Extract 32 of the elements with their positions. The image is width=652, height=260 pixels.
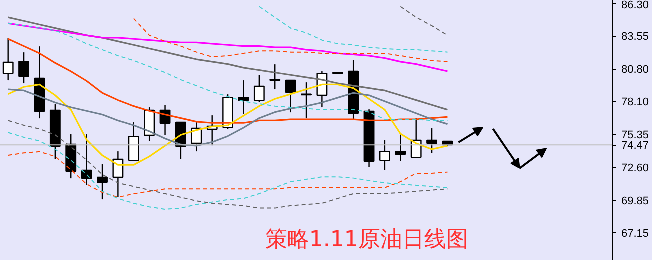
y-tick-label: 75.35 [622,130,650,142]
candlestick [285,80,296,114]
line-series [133,18,448,62]
line-series [400,6,448,36]
candlestick [254,74,265,104]
y-tick-label: 78.10 [622,96,650,109]
y-tick-label: 86.30 [622,0,650,12]
line-series [8,16,449,111]
text: 策略1.11原油日线图 [265,228,468,252]
ref-line-label: 74.47 [622,140,650,152]
line-series [8,38,449,124]
candlestick [395,132,406,162]
candlestick [2,38,14,82]
candlestick [128,122,140,162]
line-series [8,22,449,72]
y-tick-label: 67.15 [622,228,650,240]
y-tick-label: 72.60 [622,162,650,175]
line-series [258,6,448,53]
candlestick [97,164,108,200]
candlestick [18,52,30,84]
candlestick [191,122,202,152]
y-tick-label: 80.80 [622,64,650,76]
candlestick [270,64,281,90]
line-series [8,88,449,147]
y-tick-label: 83.55 [622,31,650,44]
y-tick-label: 69.85 [622,196,650,208]
candlestick [81,134,92,186]
candlestick [379,140,390,172]
candlestick [426,128,438,154]
candlestick [301,82,312,120]
candlestick [112,150,124,198]
line-series [8,151,448,198]
